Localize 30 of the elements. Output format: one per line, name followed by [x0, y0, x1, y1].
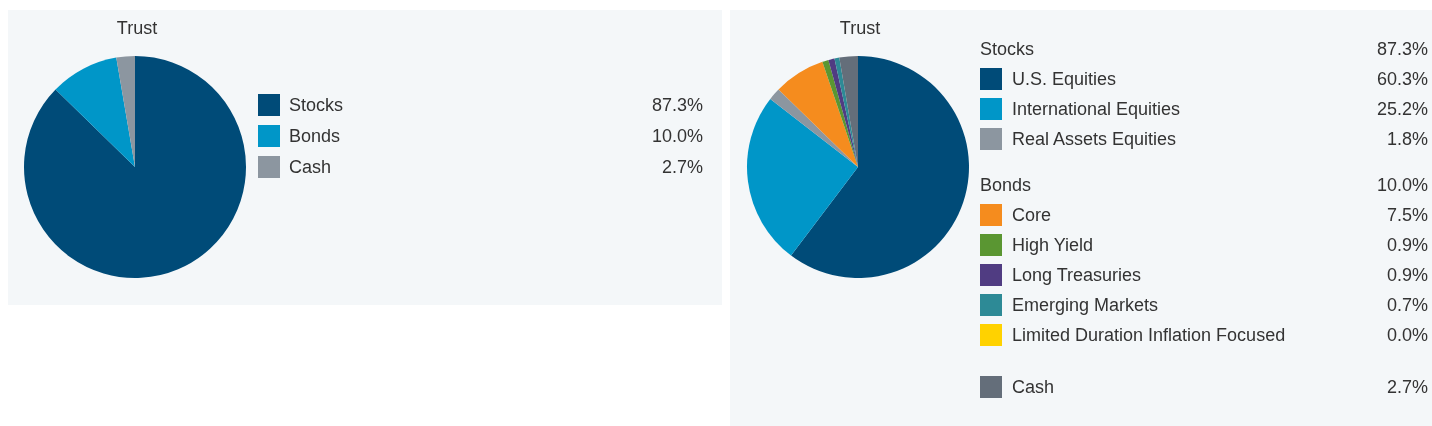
text: 87.3%	[1376, 38, 1428, 61]
data-label: 2.7%	[1386, 376, 1428, 399]
data-label: 0.9%	[1386, 264, 1428, 287]
legend-label: Cash	[1012, 376, 1055, 399]
text: Stocks	[980, 38, 1035, 61]
chart-title: Trust	[838, 18, 882, 39]
legend-label: Cash	[289, 156, 332, 179]
data-label: 87.3%	[651, 94, 703, 117]
text: Bonds	[980, 174, 1032, 197]
text: 0.0%	[1386, 325, 1428, 345]
data-label: 7.5%	[1386, 204, 1428, 227]
data-label: 1.8%	[1386, 128, 1428, 151]
data-label: 0.7%	[1386, 294, 1428, 317]
legend-label: U.S. Equities	[1012, 68, 1117, 91]
data-label: 60.3%	[1376, 68, 1428, 91]
data-label: 2.7%	[661, 156, 703, 179]
legend-label: Stocks	[289, 94, 344, 117]
legend-label: High Yield	[1012, 234, 1094, 257]
data-label: 25.2%	[1376, 98, 1428, 121]
legend-label: International Equities	[1012, 98, 1181, 121]
text: 10.0%	[1376, 174, 1428, 197]
legend-label: Bonds	[289, 125, 341, 148]
legend-label: Core	[1012, 204, 1052, 227]
legend-label: Long Treasuries	[1012, 264, 1142, 287]
chart-title: Trust	[115, 18, 159, 39]
data-label: 10.0%	[651, 125, 703, 148]
data-label: 0.9%	[1386, 234, 1428, 257]
legend-label: Real Assets Equities	[1012, 128, 1177, 151]
legend-label: Emerging Markets	[1012, 294, 1159, 317]
legend-label: Limited Duration Inflation Focused	[1012, 324, 1286, 347]
